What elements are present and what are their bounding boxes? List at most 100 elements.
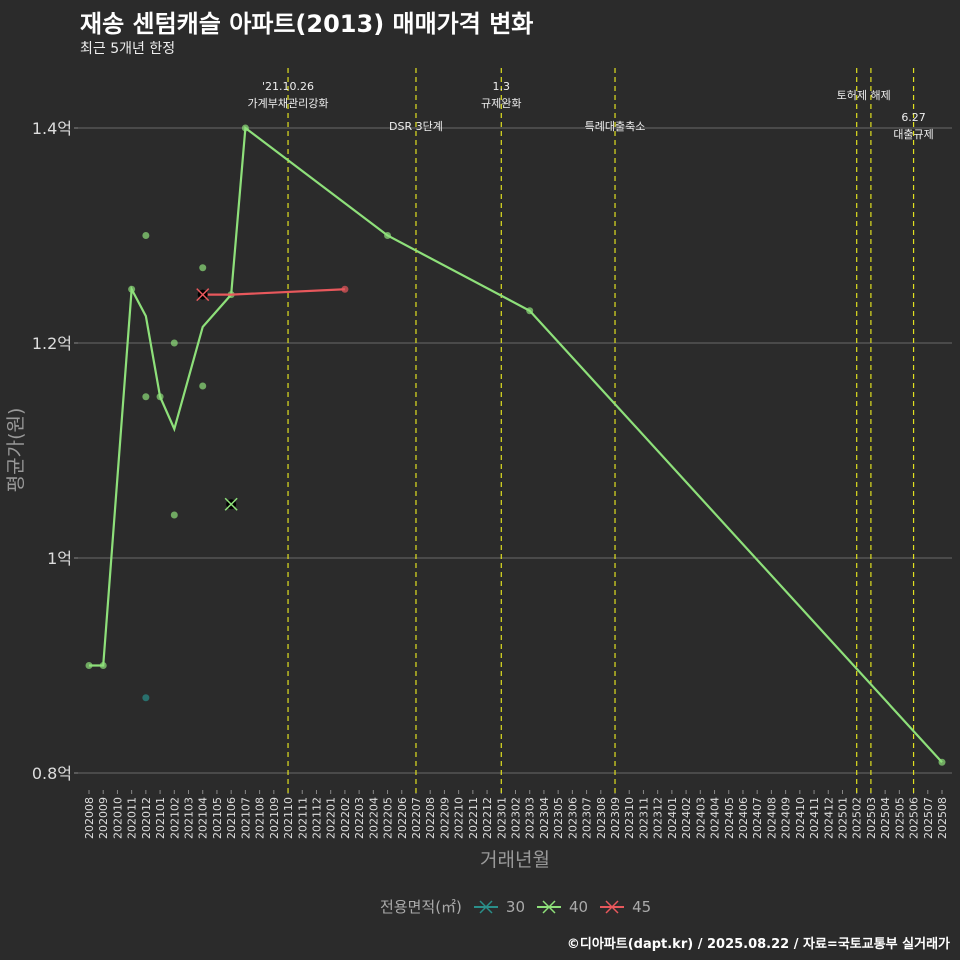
x-tick-label: 202104 <box>197 797 210 839</box>
legend-cross-icon <box>600 899 625 914</box>
x-tick-label: 202009 <box>97 797 110 839</box>
cross-marker-40 <box>224 497 238 511</box>
y-tick-label: 0.8억 <box>32 764 72 783</box>
event-label: '21.10.26 <box>262 80 314 93</box>
x-tick-label: 202411 <box>808 797 821 839</box>
x-tick-label: 202507 <box>922 797 935 839</box>
x-tick-label: 202112 <box>310 797 323 839</box>
x-tick-label: 202102 <box>168 797 181 839</box>
x-tick-label: 202308 <box>595 797 608 839</box>
event-label: 특례대출축소 <box>585 120 646 133</box>
x-tick-label: 202207 <box>410 797 423 839</box>
legend-item-40[interactable]: 40 <box>537 898 588 916</box>
cross-marker-45 <box>196 288 210 302</box>
x-tick-label: 202012 <box>140 797 153 839</box>
legend-label: 40 <box>569 897 589 916</box>
footer-credit: ©디아파트(dapt.kr) / 2025.08.22 / 자료=국토교통부 실… <box>566 937 950 952</box>
x-tick-label: 202212 <box>481 797 494 839</box>
event-label: 1.3 <box>493 80 511 93</box>
x-tick-label: 202408 <box>765 797 778 839</box>
legend-label: 45 <box>632 897 652 916</box>
x-tick-label: 202105 <box>211 797 224 839</box>
data-point-40 <box>170 339 178 347</box>
x-tick-label: 202103 <box>183 797 196 839</box>
x-tick-label: 202504 <box>879 797 892 839</box>
y-tick-label: 1.2억 <box>32 334 72 353</box>
data-point-40 <box>170 511 178 519</box>
x-tick-label: 202508 <box>936 797 949 839</box>
x-tick-label: 202208 <box>424 797 437 839</box>
x-tick-label: 202008 <box>83 797 96 839</box>
data-point-40 <box>142 232 150 239</box>
event-label: DSR 3단계 <box>389 120 443 133</box>
event-label: 6.27 <box>901 111 926 124</box>
x-tick-label: 202011 <box>126 797 139 839</box>
x-tick-label: 202209 <box>438 797 451 839</box>
series-line-45 <box>202 288 345 296</box>
x-tick-label: 202402 <box>680 797 693 839</box>
x-tick-label: 202110 <box>282 797 295 839</box>
x-tick-label: 202304 <box>538 797 551 839</box>
y-tick-label: 1억 <box>47 549 72 568</box>
event-label: 대출규제 <box>893 128 933 141</box>
data-point-40 <box>142 393 150 401</box>
x-tick-label: 202107 <box>239 797 252 839</box>
x-tick-label: 202106 <box>225 797 238 839</box>
event-label: 규제완화 <box>481 97 521 110</box>
x-tick-label: 202101 <box>154 797 167 839</box>
x-tick-label: 202405 <box>723 797 736 839</box>
x-tick-label: 202412 <box>822 797 835 839</box>
x-tick-label: 202406 <box>737 797 750 839</box>
x-tick-label: 202310 <box>623 797 636 839</box>
x-tick-label: 202306 <box>566 797 579 839</box>
data-point-40 <box>199 264 207 272</box>
x-tick-label: 202206 <box>396 797 409 839</box>
x-tick-label: 202506 <box>908 797 921 839</box>
x-tick-label: 202501 <box>836 797 849 839</box>
x-tick-label: 202203 <box>353 797 366 839</box>
x-tick-label: 202301 <box>495 797 508 839</box>
x-tick-label: 202109 <box>268 797 281 839</box>
x-tick-label: 202204 <box>367 797 380 839</box>
x-tick-label: 202201 <box>325 797 338 839</box>
x-tick-label: 202303 <box>524 797 537 839</box>
x-tick-label: 202309 <box>609 797 622 839</box>
legend-label: 30 <box>505 897 525 916</box>
chart-title: 재송 센텀캐슬 아파트(2013) 매매가격 변화 <box>80 10 534 38</box>
x-tick-label: 202010 <box>111 797 124 839</box>
x-tick-label: 202307 <box>581 797 594 839</box>
x-tick-label: 202407 <box>751 797 764 839</box>
x-axis-title: 거래년월 <box>480 849 550 871</box>
x-tick-label: 202409 <box>780 797 793 839</box>
series-line-40 <box>89 125 943 763</box>
y-axis-title: 평균가(원) <box>5 408 27 493</box>
x-tick-label: 202302 <box>510 797 523 839</box>
chart-subtitle: 최근 5개년 한정 <box>80 41 176 57</box>
x-tick-label: 202202 <box>339 797 352 839</box>
data-point-30 <box>142 694 150 702</box>
event-label: 토허제 해제 <box>837 88 891 102</box>
x-tick-label: 202312 <box>652 797 665 839</box>
x-tick-label: 202404 <box>709 797 722 839</box>
x-tick-label: 202311 <box>637 797 650 839</box>
x-tick-label: 202502 <box>851 797 864 839</box>
legend: 전용면적(㎡) 30 40 45 <box>380 896 651 917</box>
x-tick-label: 202205 <box>382 797 395 839</box>
legend-item-30[interactable]: 30 <box>473 897 525 916</box>
x-tick-label: 202210 <box>453 797 466 839</box>
x-tick-label: 202403 <box>694 797 707 839</box>
x-tick-label: 202111 <box>296 797 309 839</box>
x-tick-label: 202505 <box>893 797 906 839</box>
legend-title: 전용면적(㎡) <box>380 898 462 916</box>
event-label: 가계부채관리강화 <box>248 97 329 110</box>
data-point-40 <box>199 382 207 390</box>
y-tick-label: 1.4억 <box>32 119 72 138</box>
x-tick-label: 202108 <box>254 797 267 839</box>
legend-cross-icon <box>537 899 561 914</box>
x-tick-label: 202211 <box>467 797 480 839</box>
legend-cross-icon <box>473 899 498 914</box>
x-tick-label: 202401 <box>666 797 679 839</box>
legend-item-45[interactable]: 45 <box>600 898 651 916</box>
x-tick-label: 202503 <box>865 797 878 839</box>
